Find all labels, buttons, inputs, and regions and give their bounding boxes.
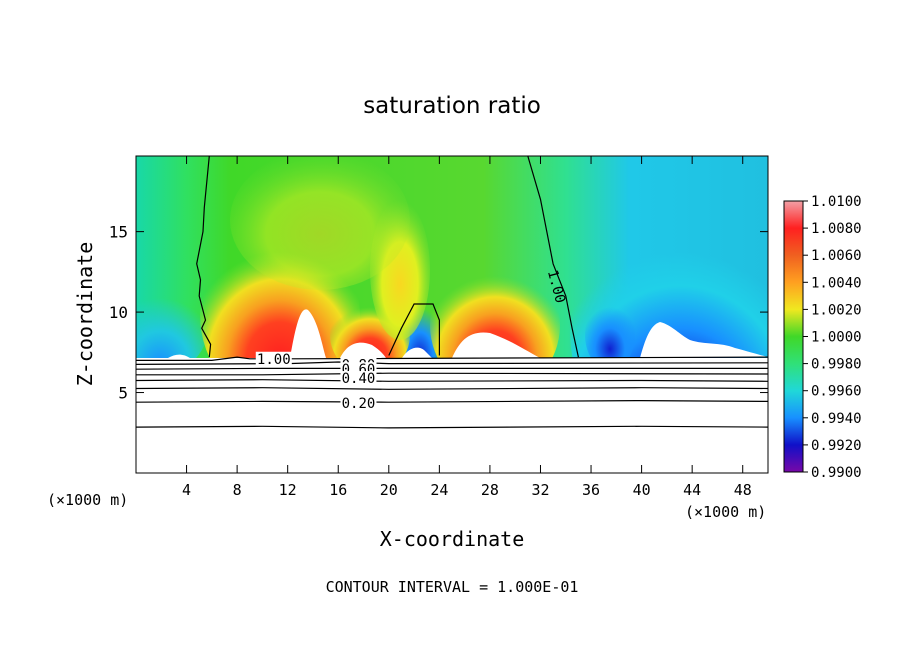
colorbar-labels: 1.0100 1.0080 1.0060 1.0040 1.0020 1.0000 0.99… bbox=[803, 194, 862, 481]
contour-interval-note: CONTOUR INTERVAL = 1.000E-01 bbox=[326, 578, 579, 596]
y-axis-ticks: 5 10 15 bbox=[109, 223, 768, 403]
contour-label: 0.40 bbox=[342, 371, 376, 387]
x-tick-label: 44 bbox=[683, 481, 701, 499]
x-unit-right: (×1000 m) bbox=[685, 503, 766, 521]
x-tick-label: 20 bbox=[380, 481, 398, 499]
contour-line bbox=[136, 372, 768, 376]
contour-line bbox=[388, 303, 440, 356]
x-tick-label: 48 bbox=[734, 481, 752, 499]
y-tick-label: 5 bbox=[118, 384, 128, 403]
colorbar-tick-label: 0.9940 bbox=[811, 411, 862, 427]
contour-labels: 1.000.800.600.400.201.00 bbox=[255, 268, 568, 412]
x-tick-label: 12 bbox=[279, 481, 297, 499]
contour-label: 1.00 bbox=[257, 352, 291, 368]
colorbar-tick-label: 1.0080 bbox=[811, 221, 862, 237]
colorbar-tick-label: 0.9920 bbox=[811, 438, 862, 454]
contour-label-bg bbox=[340, 371, 377, 385]
contour-line bbox=[527, 156, 579, 358]
contour-line bbox=[136, 361, 768, 365]
colorbar-tick-label: 0.9960 bbox=[811, 384, 862, 400]
colorbar-tick-label: 0.9900 bbox=[811, 465, 862, 481]
x-axis-ticks: 4 8 12 16 20 24 28 32 36 40 44 48 bbox=[182, 156, 752, 499]
x-tick-label: 40 bbox=[633, 481, 651, 499]
x-axis-label: X-coordinate bbox=[380, 527, 525, 551]
colorbar-tick-label: 1.0060 bbox=[811, 248, 862, 264]
x-unit-left: (×1000 m) bbox=[47, 491, 128, 509]
contour-label: 0.20 bbox=[342, 396, 376, 412]
x-tick-label: 8 bbox=[233, 481, 242, 499]
contour-line bbox=[136, 387, 768, 390]
colorbar: 1.0100 1.0080 1.0060 1.0040 1.0020 1.0000 0.99… bbox=[783, 194, 862, 481]
plot-frame bbox=[135, 155, 769, 474]
contour-label-bg bbox=[255, 351, 292, 365]
y-axis-label: Z-coordinate bbox=[73, 242, 97, 387]
colorbar-tick-label: 0.9980 bbox=[811, 357, 862, 373]
x-tick-label: 28 bbox=[481, 481, 499, 499]
y-tick-label: 10 bbox=[109, 303, 128, 322]
colorbar-tick-label: 1.0040 bbox=[811, 275, 862, 291]
x-tick-label: 32 bbox=[531, 481, 549, 499]
contour-line bbox=[136, 399, 768, 403]
contour-line bbox=[136, 367, 768, 370]
contour-line bbox=[136, 425, 768, 429]
y-tick-label: 15 bbox=[109, 223, 128, 242]
contour-line bbox=[136, 379, 768, 382]
colorbar-tick-label: 1.0020 bbox=[811, 302, 862, 318]
x-tick-label: 36 bbox=[582, 481, 600, 499]
colorbar-tick-label: 1.0100 bbox=[811, 194, 862, 210]
x-tick-label: 24 bbox=[430, 481, 448, 499]
x-tick-label: 16 bbox=[329, 481, 347, 499]
colorbar-tick-label: 1.0000 bbox=[811, 330, 862, 346]
contour-line bbox=[196, 156, 212, 358]
x-tick-label: 4 bbox=[182, 481, 191, 499]
colorbar-bar bbox=[783, 200, 804, 473]
chart-title: saturation ratio bbox=[363, 93, 541, 119]
contour-label-bg bbox=[340, 396, 377, 410]
saturation-field bbox=[136, 156, 768, 473]
